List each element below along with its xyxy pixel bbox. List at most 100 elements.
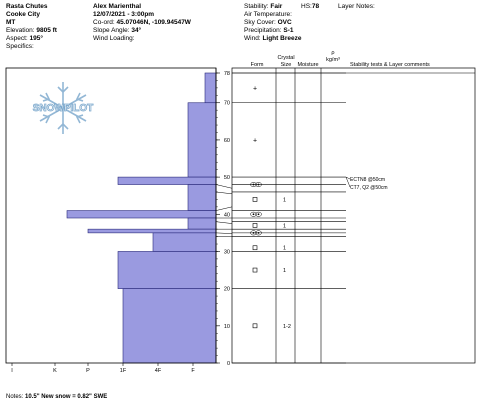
precip-value: S-1 bbox=[283, 27, 294, 34]
hardness-bar-4 bbox=[66, 210, 217, 219]
wind-value: Light Breeze bbox=[262, 35, 302, 42]
notes-text: 10.5" New snow = 0.82" SWE bbox=[25, 394, 108, 400]
depth-tick-label-50: 50 bbox=[224, 175, 230, 181]
hardness-bar-7 bbox=[152, 232, 217, 252]
header-stability: Stability tests & Layer comments bbox=[350, 62, 430, 68]
grain-rounded-icon bbox=[255, 211, 262, 217]
precip-label: Precipitation: bbox=[244, 27, 282, 34]
stability-test-0: ECTN8 @50cm bbox=[350, 177, 385, 183]
hardness-tick-label-K: K bbox=[53, 368, 57, 374]
grain-rounded-dot bbox=[257, 231, 260, 234]
header-hs-block: HS:78 bbox=[301, 3, 319, 11]
hardness-bar-0 bbox=[204, 72, 217, 104]
grain-faceted-icon bbox=[252, 197, 258, 202]
hardness-tick-label-1F: 1F bbox=[120, 368, 127, 374]
grain-rounded-dot bbox=[252, 183, 255, 186]
depth-tick-label-20: 20 bbox=[224, 287, 230, 293]
grain-size-8: 1 bbox=[283, 268, 286, 274]
layer-connector-1 bbox=[215, 191, 233, 195]
coord-row: Co-ord: 45.07046N, -109.94547W bbox=[93, 19, 191, 27]
grain-faceted-icon bbox=[252, 245, 258, 251]
stability-test-1: CT7, Q2 @50cm bbox=[350, 185, 388, 191]
grain-faceted-icon bbox=[252, 267, 258, 273]
depth-tick-label-30: 30 bbox=[224, 249, 230, 255]
hs-label: HS: bbox=[301, 3, 312, 10]
elevation-row: Elevation: 9805 ft bbox=[6, 27, 57, 35]
grain-rounded-dot bbox=[252, 231, 255, 234]
grain-rounded-icon bbox=[250, 230, 257, 236]
grain-rounded-icon bbox=[255, 230, 262, 236]
depth-tick-label-60: 60 bbox=[224, 138, 230, 144]
sky-value: OVC bbox=[277, 19, 292, 26]
slope-row: Slope Angle: 34° bbox=[93, 27, 191, 35]
grain-newsnow-icon: + bbox=[253, 137, 257, 144]
slope-value: 34° bbox=[131, 27, 142, 34]
wind-loading-label: Wind Loading: bbox=[93, 35, 135, 42]
depth-tick-label-78: 78 bbox=[224, 71, 230, 77]
grain-size-5: 1 bbox=[283, 223, 286, 229]
notes-label: Notes: bbox=[6, 394, 24, 400]
depth-tick-label-0: 0 bbox=[227, 361, 230, 367]
hs-value: 78 bbox=[311, 3, 320, 10]
hardness-bar-2 bbox=[117, 176, 217, 185]
hardness-bar-3 bbox=[187, 184, 217, 211]
sky-label: Sky Cover: bbox=[244, 19, 276, 26]
layer-connector-4 bbox=[215, 221, 233, 224]
aspect-label: Aspect: bbox=[6, 35, 28, 42]
coord-value: 45.07046N, -109.94547W bbox=[116, 19, 191, 26]
grain-faceted-icon bbox=[252, 323, 258, 329]
hardness-tick-label-F: F bbox=[191, 368, 195, 374]
area-name: Cooke City bbox=[6, 11, 40, 18]
header-crystal: Crystal bbox=[277, 55, 294, 61]
stability-callout-line bbox=[345, 176, 351, 180]
snowflake-icon bbox=[39, 82, 87, 134]
grain-faceted-icon bbox=[252, 223, 258, 228]
layer-notes-label: Layer Notes: bbox=[338, 3, 375, 10]
wind-row: Wind: Light Breeze bbox=[244, 35, 301, 43]
grain-size-3: 1 bbox=[283, 197, 286, 203]
header-location-block: Rasta Chutes Cooke City MT Elevation: 98… bbox=[6, 3, 57, 51]
elevation-value: 9805 ft bbox=[36, 27, 57, 34]
grain-rounded-icon bbox=[255, 182, 262, 187]
hardness-bars bbox=[66, 72, 217, 364]
stability-callout-line bbox=[345, 177, 351, 188]
header-weather-block: Stability: Fair Air Temperature: Sky Cov… bbox=[244, 3, 301, 43]
aspect-row: Aspect: 195° bbox=[6, 35, 57, 43]
aspect-value: 195° bbox=[29, 35, 43, 42]
precip-row: Precipitation: S-1 bbox=[244, 27, 301, 35]
hardness-tick-label-4F: 4F bbox=[155, 368, 162, 374]
grain-rounded-icon bbox=[250, 211, 257, 217]
graph-frame bbox=[5, 67, 217, 364]
depth-tick-label-10: 10 bbox=[224, 324, 230, 330]
depth-tick-label-40: 40 bbox=[224, 212, 230, 218]
grain-size-9: 1-2 bbox=[283, 324, 291, 330]
sky-row: Sky Cover: OVC bbox=[244, 19, 301, 27]
axis-ticks: I K P 1F 4F F 78 70 60 50 40 30 20 10 0 bbox=[11, 71, 230, 374]
elevation-label: Elevation: bbox=[6, 27, 35, 34]
observation-datetime: 12/07/2021 - 3:00pm bbox=[93, 11, 155, 18]
specifics-label: Specifics: bbox=[6, 43, 34, 50]
notes-row: Notes: 10.5" New snow = 0.82" SWE bbox=[6, 394, 107, 400]
wind-label: Wind: bbox=[244, 35, 261, 42]
grain-size-7: 1 bbox=[283, 246, 286, 252]
table-border bbox=[231, 67, 476, 364]
hardness-bar-9 bbox=[122, 288, 217, 364]
depth-tick-label-70: 70 bbox=[224, 101, 230, 107]
hardness-bar-8 bbox=[117, 251, 217, 289]
header-form: Form bbox=[251, 62, 264, 68]
header-density-unit: kg/m³ bbox=[326, 57, 340, 63]
logo-wordmark: SNOWPILOT bbox=[33, 103, 94, 114]
snowpilot-logo: SNOWPILOT bbox=[32, 82, 94, 134]
header-rho: ρ bbox=[331, 50, 334, 56]
grain-rounded-dot bbox=[252, 213, 255, 216]
coord-label: Co-ord: bbox=[93, 19, 115, 26]
header-moisture: Moisture bbox=[297, 62, 318, 68]
grain-rounded-dot bbox=[257, 183, 260, 186]
observer-name: Alex Marienthal bbox=[93, 3, 142, 10]
slope-label: Slope Angle: bbox=[93, 27, 130, 34]
layer-table: Crystal Form Size Moisture ρkg/m³ Stability t… bbox=[215, 50, 476, 364]
stability-value: Fair bbox=[270, 3, 283, 10]
grain-rounded-icon bbox=[250, 182, 257, 187]
air-temp-label: Air Temperature: bbox=[244, 11, 292, 18]
